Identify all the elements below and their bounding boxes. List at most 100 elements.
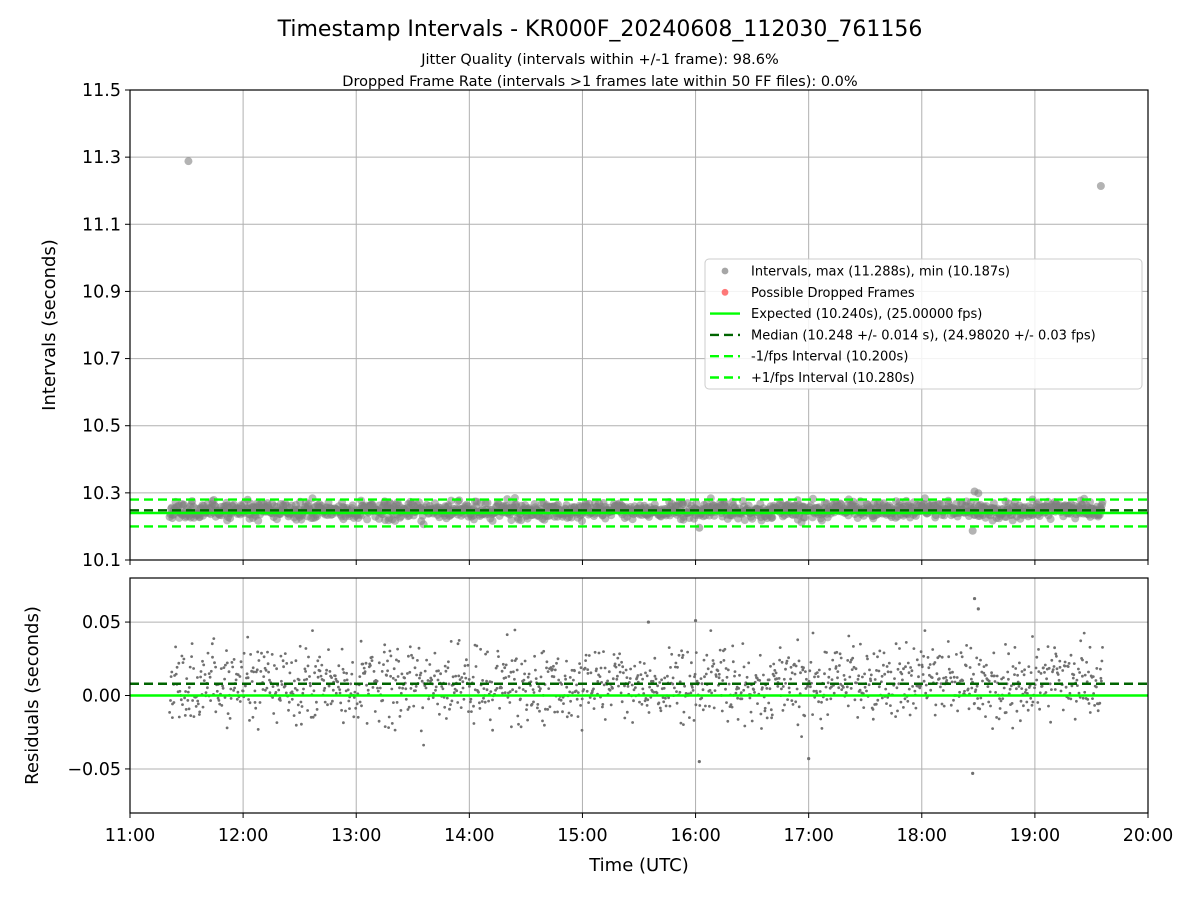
residual-point: [262, 675, 266, 678]
residual-point: [538, 709, 541, 713]
residual-point: [754, 674, 758, 677]
residual-point: [507, 675, 511, 678]
residual-point: [1047, 666, 1051, 670]
residual-point: [705, 653, 709, 657]
residual-point: [1015, 709, 1019, 713]
residual-point: [328, 670, 332, 673]
residual-point: [551, 668, 554, 671]
residual-point: [196, 676, 199, 679]
residual-point: [569, 699, 572, 703]
residual-point: [1069, 697, 1073, 701]
residual-point: [221, 686, 225, 690]
residual-point: [271, 685, 275, 688]
residual-point: [793, 672, 797, 676]
residual-point: [446, 666, 450, 670]
residual-point: [941, 689, 945, 692]
residual-point: [519, 725, 523, 729]
residual-point: [693, 675, 696, 679]
residual-point: [639, 673, 643, 676]
residual-point: [708, 704, 711, 708]
residual-point: [181, 661, 185, 664]
residual-point: [349, 682, 353, 686]
residual-point: [181, 703, 184, 706]
residual-point: [260, 651, 263, 655]
residual-point: [168, 711, 172, 714]
residual-point: [398, 686, 401, 690]
residual-point: [682, 710, 686, 714]
residual-point: [525, 708, 528, 711]
intervals-y-tick-label: 11.3: [82, 148, 121, 168]
residual-point: [1050, 688, 1053, 691]
residual-point: [638, 700, 641, 704]
residual-point: [1024, 688, 1028, 692]
residual-point: [470, 710, 473, 713]
residual-point: [949, 676, 953, 680]
residual-point: [647, 711, 651, 714]
residual-point: [1070, 684, 1074, 688]
residual-point: [876, 698, 880, 702]
residual-point: [694, 703, 698, 707]
residual-point: [852, 665, 856, 669]
residual-point: [827, 675, 831, 679]
residual-point: [918, 686, 922, 690]
residual-point: [531, 688, 535, 691]
residual-point: [823, 672, 826, 676]
residual-point: [622, 671, 625, 675]
residual-point: [449, 640, 453, 643]
residual-point: [298, 644, 302, 648]
residual-point: [520, 662, 524, 666]
residual-point: [451, 675, 455, 679]
residual-point: [1075, 699, 1078, 703]
residual-point: [473, 688, 477, 692]
residual-point: [290, 697, 294, 701]
residual-point: [393, 728, 397, 732]
residual-point: [648, 669, 652, 672]
residual-point: [677, 653, 681, 657]
residual-point: [906, 661, 910, 665]
residual-point: [223, 677, 227, 681]
residual-point: [946, 640, 950, 643]
residual-point: [199, 670, 203, 673]
residual-point: [496, 649, 500, 653]
residual-point: [1039, 672, 1043, 675]
residual-point: [1069, 653, 1073, 657]
residual-point: [194, 705, 198, 708]
residual-point: [232, 689, 236, 692]
residual-point: [171, 716, 174, 719]
residual-point: [254, 670, 258, 674]
residual-point: [388, 649, 392, 653]
residual-point: [244, 684, 247, 688]
residual-point: [203, 673, 207, 676]
residual-point: [548, 705, 552, 709]
residual-point: [358, 675, 362, 678]
residual-point: [1051, 668, 1055, 671]
intervals-y-axis-label: Intervals (seconds): [39, 239, 60, 411]
residual-point: [995, 674, 999, 678]
residual-point: [553, 668, 557, 672]
residual-point: [174, 645, 178, 649]
residual-point: [449, 703, 452, 706]
residual-point: [917, 675, 920, 679]
residual-point: [567, 711, 571, 715]
residual-point: [575, 683, 578, 687]
residual-point: [736, 696, 739, 700]
residual-point: [308, 682, 312, 685]
residual-point: [1053, 646, 1056, 650]
residual-point: [614, 665, 618, 669]
legend-label: Expected (10.240s), (25.00000 fps): [751, 307, 982, 322]
residual-point: [898, 647, 901, 650]
residual-point: [545, 660, 549, 664]
residual-point: [799, 671, 802, 675]
residual-point: [1063, 660, 1067, 664]
residual-point: [250, 680, 254, 683]
residual-point: [934, 703, 938, 707]
residual-point: [660, 678, 663, 682]
residual-point: [642, 662, 646, 665]
residual-point: [370, 655, 374, 659]
residual-point: [913, 689, 917, 693]
residual-point: [852, 645, 855, 648]
residual-point: [372, 670, 376, 673]
residual-point: [344, 709, 347, 713]
residual-point: [399, 691, 403, 695]
